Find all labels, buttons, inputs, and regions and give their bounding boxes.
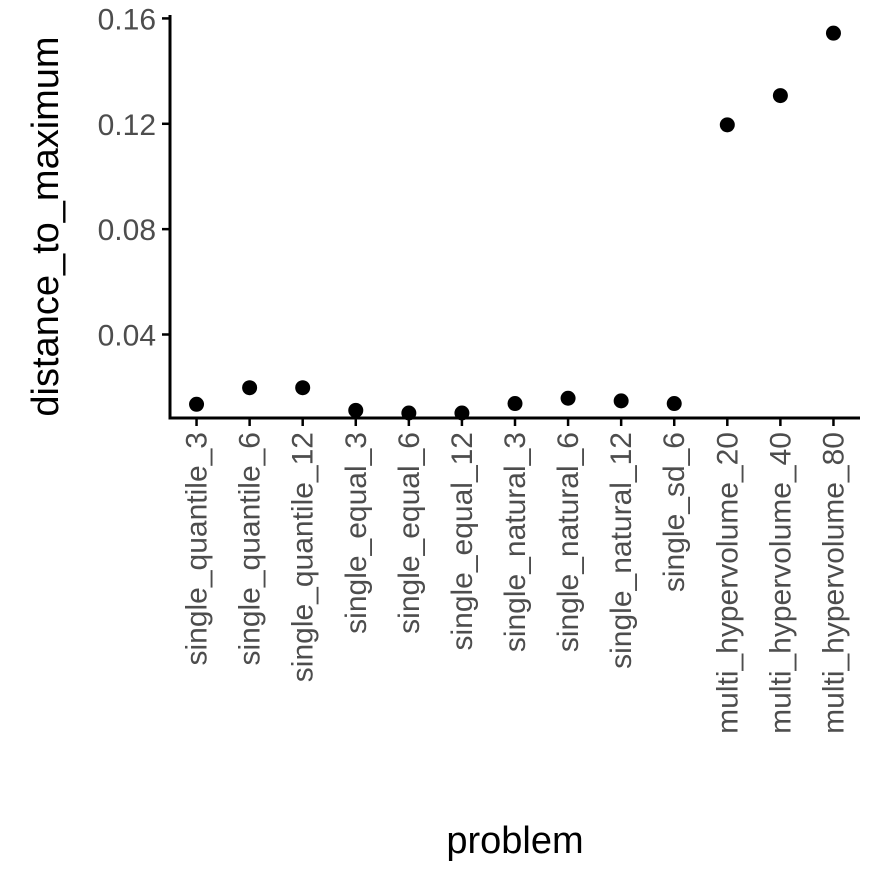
x-tick-label: single_natural_6 <box>552 432 585 652</box>
x-tick-label: single_natural_3 <box>499 432 532 652</box>
y-tick-label: 0.16 <box>98 3 156 36</box>
x-tick-label: single_equal_3 <box>340 432 373 634</box>
x-axis-ticks: single_quantile_3 single_quantile_6 single… <box>181 418 850 734</box>
data-point <box>666 396 682 412</box>
data-point <box>719 117 735 133</box>
x-tick-label: single_equal_12 <box>446 432 479 651</box>
data-point <box>772 88 788 104</box>
x-tick-label: single_sd_6 <box>658 432 691 592</box>
y-tick-label: 0.12 <box>98 109 156 142</box>
data-points <box>189 25 841 421</box>
x-tick-label: multi_hypervolume_40 <box>764 432 797 734</box>
x-tick-label: multi_hypervolume_20 <box>711 432 744 734</box>
x-tick-label: single_quantile_12 <box>287 432 320 682</box>
data-point <box>242 380 258 396</box>
data-point <box>295 380 311 396</box>
data-point <box>189 396 205 412</box>
y-axis-title: distance_to_maximum <box>25 36 67 416</box>
y-tick-label: 0.08 <box>98 214 156 247</box>
x-tick-label: single_equal_6 <box>393 432 426 634</box>
x-tick-label: single_quantile_6 <box>234 432 267 666</box>
data-point <box>613 393 629 409</box>
x-tick-label: single_natural_12 <box>605 432 638 669</box>
x-tick-label: single_quantile_3 <box>181 432 214 666</box>
y-tick-label: 0.04 <box>98 320 156 353</box>
data-point <box>507 396 523 412</box>
y-axis-ticks: 0.04 0.08 0.12 0.16 <box>98 3 170 353</box>
data-point <box>560 390 576 406</box>
x-tick-label: multi_hypervolume_80 <box>817 432 850 734</box>
data-point <box>348 402 364 418</box>
x-axis-title: problem <box>446 820 583 862</box>
data-point <box>825 25 841 41</box>
